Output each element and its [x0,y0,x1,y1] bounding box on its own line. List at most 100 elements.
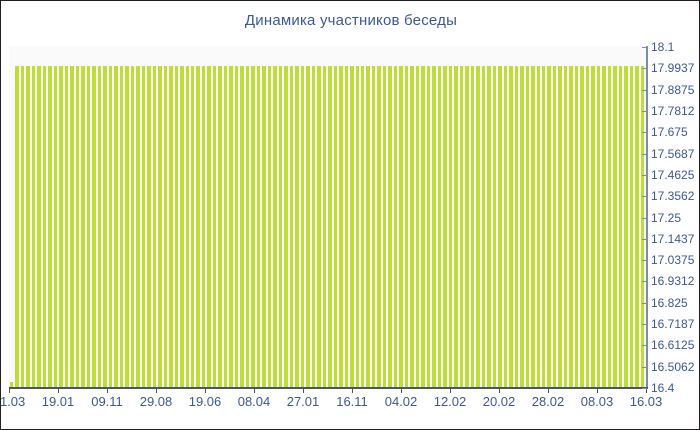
bar [19,66,26,388]
x-axis-tick [254,389,255,393]
y-axis-tick [642,238,647,240]
y-axis-tick [642,196,647,198]
y-axis-tick-label: 17.9937 [651,61,695,76]
bar [179,66,185,388]
bar [140,66,147,388]
y-axis-tick [642,174,647,176]
x-axis-tick-label: 19.06 [188,394,222,409]
y-axis-tick [642,217,647,219]
x-axis-tick-label: 19.01 [41,394,75,409]
bar [634,66,640,388]
bar [425,66,432,388]
x-axis-tick-label: 28.02 [531,394,565,409]
bar [58,66,64,388]
bar [206,66,212,388]
bar [173,66,180,388]
bar [316,66,322,388]
bar [14,66,20,388]
y-axis-tick [642,302,647,304]
bar [288,66,295,388]
x-axis-tick [107,389,108,393]
bar [508,66,514,388]
bar [332,66,339,388]
bar [349,66,355,388]
bar [25,66,31,388]
bar [398,66,404,388]
bar [96,66,103,388]
y-axis-tick-label: 16.7187 [651,317,695,332]
bar [568,66,574,388]
chart-title: Динамика участников беседы [244,12,458,29]
x-axis-tick [646,389,647,393]
y-axis-tick-label: 17.4625 [651,167,695,182]
bar [639,66,646,388]
bar-series [9,46,646,388]
x-axis-tick-label: 09.11 [91,394,123,409]
bar [239,66,245,388]
bar [458,66,465,388]
bar [189,66,196,388]
bar [310,66,317,388]
bar [85,66,92,388]
bar [387,66,393,388]
bar [168,66,174,388]
x-axis-tick [9,389,10,393]
x-axis-line [9,387,648,389]
bar [370,66,377,388]
y-axis-tick-label: 17.8875 [651,82,695,97]
bar [41,66,48,388]
bar [584,66,591,388]
x-axis-tick [401,389,402,393]
bar [403,66,410,388]
bar [74,66,81,388]
y-axis-tick-label: 17.5687 [651,146,695,161]
x-axis-tick-label: 16.11 [336,394,368,409]
x-axis-tick [205,389,206,393]
bar [623,66,629,388]
x-axis-tick [352,389,353,393]
bar [200,66,207,388]
bar [244,66,251,388]
y-axis-tick-label: 16.5062 [651,359,695,374]
bar [299,66,306,388]
bar [535,66,541,388]
x-axis-tick [548,389,549,393]
bar [573,66,580,388]
y-axis-tick-label: 16.4 [651,381,675,395]
y-axis-tick [642,153,647,155]
y-axis-tick [642,89,647,91]
x-axis-tick [303,389,304,393]
x-axis-tick [597,389,598,393]
bar [606,66,613,388]
y-axis-tick-label: 17.7812 [651,103,695,118]
bar [447,66,454,388]
bar [480,66,487,388]
y-axis-tick-label: 17.1437 [651,231,695,246]
bar [354,66,360,388]
bar [557,66,563,388]
bar [497,66,503,388]
bar [266,66,273,388]
y-axis-tick-label: 17.3562 [651,189,695,204]
bar [530,66,536,388]
bar [184,66,190,388]
x-axis-tick-label: 20.02 [482,394,516,409]
bar [513,66,520,388]
bar [135,66,141,388]
bar [392,66,399,388]
x-axis-tick-label: 16.03 [629,394,663,409]
bar [211,66,218,388]
bar [519,66,525,388]
bar [283,66,289,388]
bar [52,66,59,388]
bar [376,66,382,388]
y-axis-tick-label: 17.0375 [651,253,695,268]
bar [486,66,492,388]
bar [69,66,75,388]
bar [475,66,481,388]
y-axis-tick [642,366,647,368]
bar [612,66,618,388]
x-axis-tick-label: 04.02 [384,394,418,409]
y-axis-line [646,46,648,389]
bar [63,66,70,388]
